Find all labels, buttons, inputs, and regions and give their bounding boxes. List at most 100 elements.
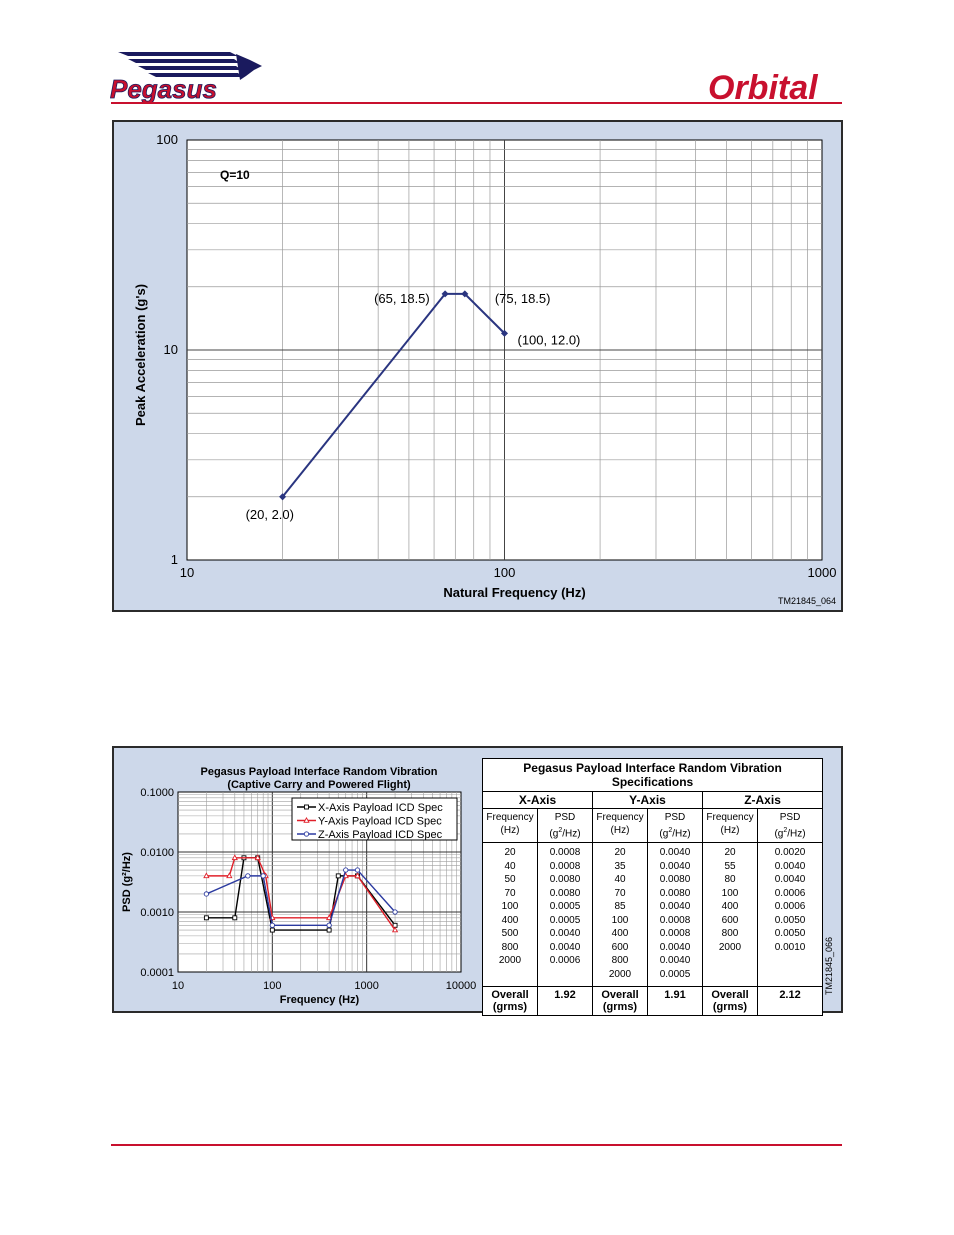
table-axis-y: Y-Axis bbox=[592, 791, 703, 809]
pegasus-logo-text: Pegasus bbox=[110, 74, 217, 104]
data-point bbox=[343, 867, 349, 873]
psd-unit-suffix: /Hz) bbox=[672, 828, 691, 840]
table-cell: 0.0005 bbox=[549, 914, 581, 926]
x-axis-label: Frequency (Hz) bbox=[280, 994, 360, 1006]
y-axis-label: Peak Acceleration (g's) bbox=[133, 284, 148, 426]
frequency-column: 20 35 40 70 85 100 400 600 800 2000 bbox=[592, 842, 648, 988]
table-cell: 500 bbox=[501, 928, 519, 940]
y-tick-label: 10 bbox=[164, 342, 178, 357]
table-cell: 0.0080 bbox=[659, 874, 691, 886]
frequency-header-label: Frequency bbox=[486, 812, 534, 823]
x-axis-label: Natural Frequency (Hz) bbox=[443, 585, 585, 600]
psd-unit-exponent: 2 bbox=[668, 827, 673, 834]
overall-label-unit: (grms) bbox=[712, 1001, 748, 1014]
x-tick-label: 10 bbox=[180, 565, 194, 580]
data-label: (20, 2.0) bbox=[246, 507, 294, 522]
figure-id: TM21845_064 bbox=[778, 596, 836, 606]
table-axis-x: X-Axis bbox=[482, 791, 593, 809]
table-cell: 0.0040 bbox=[549, 928, 581, 940]
legend-entry: X-Axis Payload ICD Spec bbox=[318, 802, 443, 814]
orbital-logo-text: Orbital bbox=[708, 69, 819, 107]
psd-header-label: PSD bbox=[554, 812, 576, 823]
table-cell: 0.0040 bbox=[659, 955, 691, 967]
table-cell: 20 bbox=[614, 847, 626, 859]
x-tick-label: 100 bbox=[494, 565, 516, 580]
data-point bbox=[231, 854, 238, 861]
table-cell: 40 bbox=[504, 860, 516, 872]
data-point bbox=[279, 493, 287, 501]
psd-header-unit: (g2/Hz) bbox=[538, 824, 592, 840]
table-cell: 70 bbox=[504, 887, 516, 899]
table-title: Pegasus Payload Interface Random Vibrati… bbox=[481, 758, 824, 792]
table-cell: 0.0040 bbox=[659, 860, 691, 872]
table-cell: 50 bbox=[504, 874, 516, 886]
data-point bbox=[245, 873, 251, 879]
y-tick-label: 0.0001 bbox=[140, 967, 174, 979]
psd-header-unit: (g2/Hz) bbox=[758, 824, 822, 840]
overall-label-unit: (grms) bbox=[602, 1001, 638, 1014]
vibration-spec-table: Pegasus Payload Interface Random Vibrati… bbox=[481, 758, 824, 1017]
legend-marker bbox=[303, 831, 310, 837]
chart-subtitle: (Captive Carry and Powered Flight) bbox=[227, 779, 411, 791]
table-psd-header: PSD (g2/Hz) bbox=[537, 807, 593, 844]
table-cell: 100 bbox=[611, 914, 629, 926]
series-line-2 bbox=[206, 857, 396, 931]
data-point bbox=[461, 290, 469, 298]
overall-value: 1.92 bbox=[537, 986, 593, 1017]
x-tick-label: 1000 bbox=[808, 565, 837, 580]
frequency-header-unit: (Hz) bbox=[720, 825, 740, 836]
table-cell: 0.0008 bbox=[659, 914, 691, 926]
y-tick-label: 0.1000 bbox=[140, 787, 174, 799]
psd-unit-suffix: /Hz) bbox=[787, 828, 806, 840]
overall-label: Overall (grms) bbox=[702, 986, 758, 1017]
table-psd-header: PSD (g2/Hz) bbox=[647, 807, 703, 844]
table-cell: 0.0020 bbox=[774, 847, 806, 859]
frequency-header-label: Frequency bbox=[706, 812, 754, 823]
table-cell: 85 bbox=[614, 901, 626, 913]
series-line bbox=[281, 292, 506, 498]
x-tick-label: 1000 bbox=[354, 980, 378, 992]
legend: X-Axis Payload ICD Spec Y-Axis Payload IC… bbox=[291, 797, 458, 841]
frequency-column: 20 40 50 70 100 400 500 800 2000 bbox=[482, 842, 538, 988]
psd-unit-exponent: 2 bbox=[783, 827, 788, 834]
data-point bbox=[203, 891, 210, 897]
table-cell: 0.0040 bbox=[659, 847, 691, 859]
table-cell: 600 bbox=[611, 941, 629, 953]
data-point bbox=[354, 872, 361, 879]
overall-label-text: Overall bbox=[601, 989, 639, 1002]
data-point bbox=[354, 867, 361, 873]
pegasus-logo: Pegasus bbox=[110, 52, 262, 104]
table-cell: 0.0080 bbox=[549, 874, 581, 886]
psd-unit-prefix: (g bbox=[549, 828, 559, 840]
table-psd-header: PSD (g2/Hz) bbox=[756, 807, 824, 844]
data-point bbox=[392, 909, 398, 915]
gridlines bbox=[187, 140, 822, 560]
table-frequency-header: Frequency (Hz) bbox=[482, 807, 538, 844]
psd-header-label: PSD bbox=[779, 812, 801, 823]
table-cell: 800 bbox=[501, 941, 519, 953]
overall-label: Overall (grms) bbox=[592, 986, 648, 1017]
chart-title: Pegasus Payload Interface Random Vibrati… bbox=[201, 766, 438, 778]
data-point bbox=[441, 290, 449, 298]
legend-entry: Y-Axis Payload ICD Spec bbox=[318, 816, 442, 828]
y-tick-label: 100 bbox=[156, 132, 178, 147]
table-cell: 0.0040 bbox=[549, 941, 581, 953]
table-cell: 400 bbox=[721, 901, 739, 913]
table-frequency-header: Frequency (Hz) bbox=[592, 807, 648, 844]
table-cell: 0.0080 bbox=[659, 887, 691, 899]
table-cell: 0.0005 bbox=[659, 968, 691, 980]
y-axis-label: PSD (g²/Hz) bbox=[121, 852, 133, 912]
overall-value: 2.12 bbox=[756, 986, 824, 1017]
psd-unit-exponent: 2 bbox=[558, 827, 563, 834]
table-cell: 0.0040 bbox=[659, 901, 691, 913]
data-point bbox=[269, 927, 275, 933]
x-tick-label: 10 bbox=[172, 980, 184, 992]
y-tick-label: 0.0100 bbox=[140, 847, 174, 859]
data-point bbox=[203, 915, 209, 921]
data-point bbox=[260, 873, 266, 879]
data-point bbox=[335, 873, 341, 879]
data-point bbox=[391, 926, 399, 933]
data-point bbox=[232, 915, 238, 921]
data-label: (75, 18.5) bbox=[495, 291, 551, 306]
